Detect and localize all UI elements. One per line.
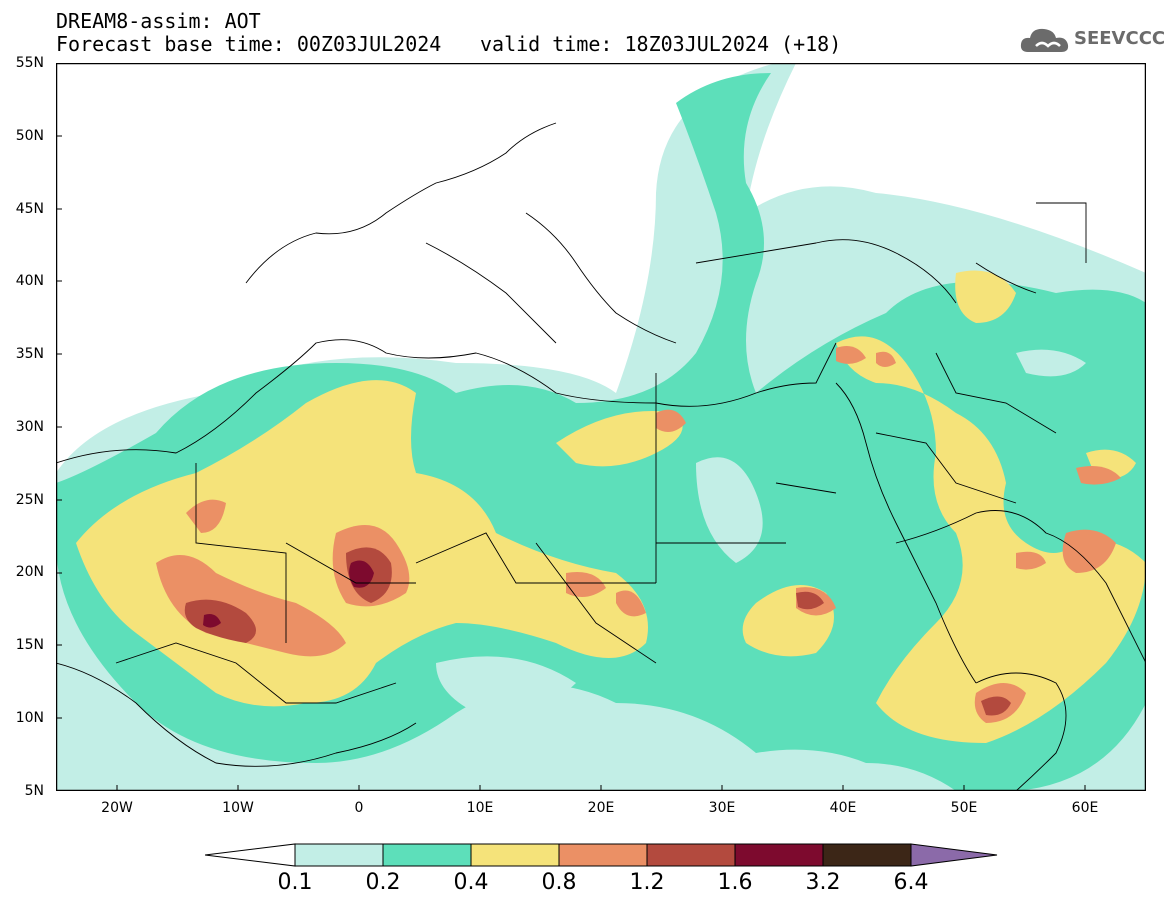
lon-label: 50E [950, 800, 978, 816]
lat-label: 20N [15, 564, 44, 580]
valid-time: valid time: 18Z03JUL2024 (+18) [480, 32, 842, 56]
lon-label: 40E [829, 800, 857, 816]
colorbar-swatch [294, 843, 384, 867]
lon-label: 30E [708, 800, 736, 816]
aot-shading [56, 63, 1146, 791]
cloud-icon [1020, 28, 1069, 52]
lon-label: 10E [466, 800, 494, 816]
colorbar-label: 0.8 [541, 870, 577, 895]
lon-label: 20W [101, 800, 133, 816]
colorbar-swatch [734, 843, 824, 867]
logo-text: SEEVCCC [1074, 28, 1165, 49]
lon-label: 10W [222, 800, 254, 816]
aot-map [55, 62, 1147, 795]
colorbar-label: 6.4 [893, 870, 929, 895]
colorbar-label: 3.2 [805, 870, 841, 895]
colorbar-swatch [822, 843, 912, 867]
lat-label: 5N [24, 783, 44, 799]
map-title: DREAM8-assim: AOT [56, 9, 261, 33]
lat-label: 25N [15, 492, 44, 508]
seevccc-logo: SEEVCCC [1018, 24, 1165, 58]
colorbar-label: 0.1 [277, 870, 313, 895]
colorbar-label: 0.4 [453, 870, 489, 895]
colorbar-swatch [910, 843, 998, 867]
colorbar [204, 840, 1000, 874]
lat-label: 35N [15, 346, 44, 362]
colorbar-swatch [558, 843, 648, 867]
forecast-base-time: Forecast base time: 00Z03JUL2024 [56, 32, 442, 56]
lon-label: 20E [587, 800, 615, 816]
colorbar-label: 1.6 [717, 870, 753, 895]
lon-label: 0 [354, 800, 364, 816]
colorbar-label: 0.2 [365, 870, 401, 895]
colorbar-swatch [382, 843, 472, 867]
lat-label: 50N [15, 128, 44, 144]
lat-label: 40N [15, 273, 44, 289]
lon-label: 60E [1071, 800, 1099, 816]
colorbar-swatch [646, 843, 736, 867]
lat-label: 45N [15, 201, 44, 217]
coastlines-and-borders [55, 122, 1147, 792]
lat-label: 10N [15, 710, 44, 726]
colorbar-label: 1.2 [629, 870, 665, 895]
lat-label: 15N [15, 637, 44, 653]
lat-label: 55N [15, 55, 44, 71]
lat-label: 30N [15, 419, 44, 435]
colorbar-swatch [470, 843, 560, 867]
